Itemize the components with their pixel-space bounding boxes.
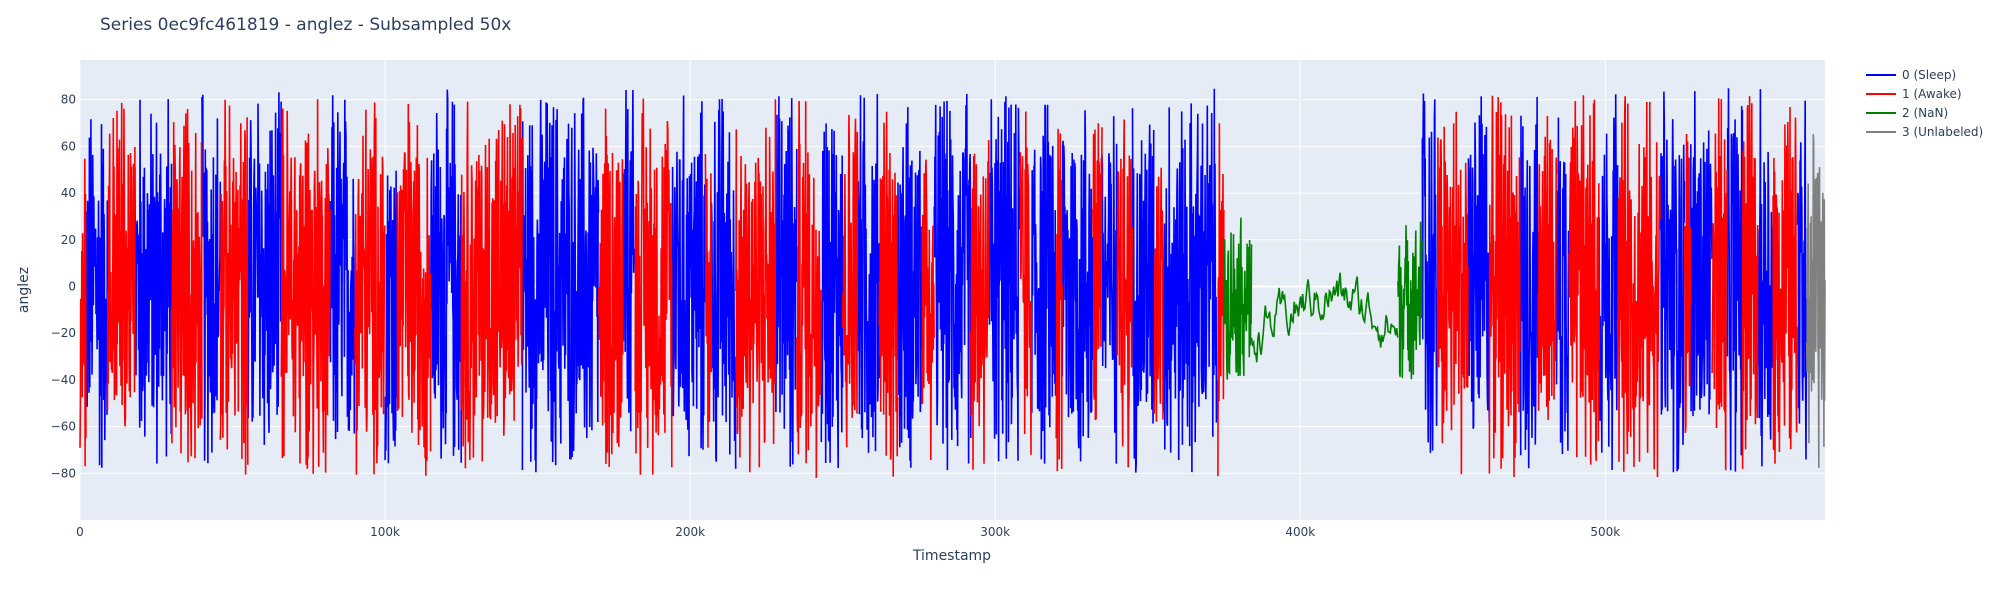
series-line-0 <box>384 170 398 464</box>
series-line-1 <box>735 99 777 473</box>
series-line-1 <box>1683 133 1692 433</box>
x-tick-label: 500k <box>1590 525 1620 539</box>
series-line-0 <box>247 92 282 445</box>
series-line-1 <box>634 98 673 475</box>
series-line-1 <box>597 108 624 467</box>
series-line-1 <box>878 111 899 477</box>
series-line-0 <box>1726 88 1744 472</box>
series-line-1 <box>1153 167 1164 422</box>
series-line-0 <box>1061 110 1094 462</box>
x-axis-title: Timestamp <box>912 548 991 564</box>
series-line-0 <box>1162 88 1219 473</box>
series-line-1 <box>460 101 523 469</box>
series-line-1 <box>1092 123 1103 421</box>
legend-item[interactable]: 0 (Sleep) <box>1866 68 1956 82</box>
series-line-0 <box>1598 94 1619 471</box>
chart-title: Series 0ec9fc461819 - anglez - Subsample… <box>100 15 511 35</box>
series-line-2 <box>1223 217 1253 380</box>
legend[interactable]: 0 (Sleep) 1 (Awake) 2 (NaN) 3 (Unlabeled) <box>1866 68 1983 139</box>
series-line-0 <box>857 94 880 453</box>
series-line-1 <box>1055 128 1063 472</box>
series-line-0 <box>1757 89 1774 467</box>
x-tick-label: 100k <box>370 525 400 539</box>
series-line-0 <box>134 99 173 464</box>
y-tick-label: −40 <box>51 373 76 387</box>
series-line-0 <box>201 94 222 464</box>
series-line-1 <box>1772 106 1799 464</box>
series-line-1 <box>1711 98 1728 471</box>
series-line-0 <box>1467 96 1491 429</box>
legend-label: 0 (Sleep) <box>1902 68 1956 82</box>
series-line-1 <box>1116 119 1133 468</box>
series-line-1 <box>1018 111 1033 455</box>
y-tick-label: 60 <box>61 139 76 153</box>
series-line-1 <box>280 99 331 474</box>
series-line-1 <box>106 102 136 427</box>
series-line-1 <box>1217 123 1225 477</box>
series-line-0 <box>1659 91 1686 473</box>
series-line-1 <box>219 99 249 475</box>
series-line-0 <box>430 89 462 463</box>
x-tick-label: 0 <box>76 525 84 539</box>
series-line-1 <box>704 154 713 448</box>
series-line-0 <box>1555 117 1570 455</box>
legend-item[interactable]: 2 (NaN) <box>1866 106 1948 120</box>
legend-item[interactable]: 1 (Awake) <box>1866 87 1962 101</box>
series-line-0 <box>1796 100 1808 460</box>
y-tick-label: −80 <box>51 466 76 480</box>
series-line-1 <box>796 100 822 478</box>
x-tick-label: 200k <box>675 525 705 539</box>
series-line-3 <box>1805 134 1826 468</box>
series-line-1 <box>396 103 432 476</box>
series-line-0 <box>710 98 737 469</box>
series-line-1 <box>1616 96 1661 478</box>
y-tick-label: −20 <box>51 326 76 340</box>
legend-label: 1 (Awake) <box>1902 87 1962 101</box>
y-tick-label: 0 <box>68 279 76 293</box>
series-line-2 <box>1397 221 1423 380</box>
tick-labels: 0 100k 200k 300k 400k 500k 80 60 40 20 0 −20 −40 −60 −… <box>51 93 1621 539</box>
y-axis-title: anglez <box>16 267 32 313</box>
series-line-1 <box>79 158 87 467</box>
series-line-0 <box>329 95 356 440</box>
data-series <box>79 88 1826 478</box>
series-line-0 <box>1421 93 1439 453</box>
series-line-2 <box>1250 272 1399 363</box>
series-line-0 <box>1519 96 1539 469</box>
series-line-1 <box>841 114 859 448</box>
series-line-0 <box>774 96 798 467</box>
series-line-0 <box>988 96 1021 462</box>
series-line-1 <box>921 159 935 461</box>
series-line-1 <box>170 108 203 463</box>
series-line-1 <box>1436 111 1469 475</box>
series-line-0 <box>1031 104 1057 464</box>
legend-label: 2 (NaN) <box>1902 106 1948 120</box>
series-line-0 <box>820 123 844 469</box>
y-tick-label: 80 <box>61 93 76 107</box>
series-line-0 <box>85 119 109 468</box>
y-tick-label: 20 <box>61 233 76 247</box>
series-line-1 <box>353 102 386 475</box>
series-line-1 <box>1537 115 1558 421</box>
y-tick-label: 40 <box>61 186 76 200</box>
series-line-0 <box>1690 91 1713 417</box>
x-tick-label: 400k <box>1285 525 1315 539</box>
series-line-0 <box>671 95 706 457</box>
legend-label: 3 (Unlabeled) <box>1902 125 1983 139</box>
series-line-1 <box>1488 95 1521 478</box>
x-tick-label: 300k <box>980 525 1010 539</box>
series-line-1 <box>1741 96 1759 469</box>
series-line-0 <box>933 93 972 471</box>
y-tick-label: −60 <box>51 420 76 434</box>
series-line-1 <box>970 140 990 470</box>
legend-item[interactable]: 3 (Unlabeled) <box>1866 125 1983 139</box>
series-line-0 <box>896 107 923 468</box>
series-line-0 <box>622 89 636 432</box>
series-line-1 <box>1567 95 1600 465</box>
series-line-0 <box>1101 116 1118 464</box>
series-line-0 <box>521 97 600 473</box>
series-line-0 <box>1131 108 1155 473</box>
